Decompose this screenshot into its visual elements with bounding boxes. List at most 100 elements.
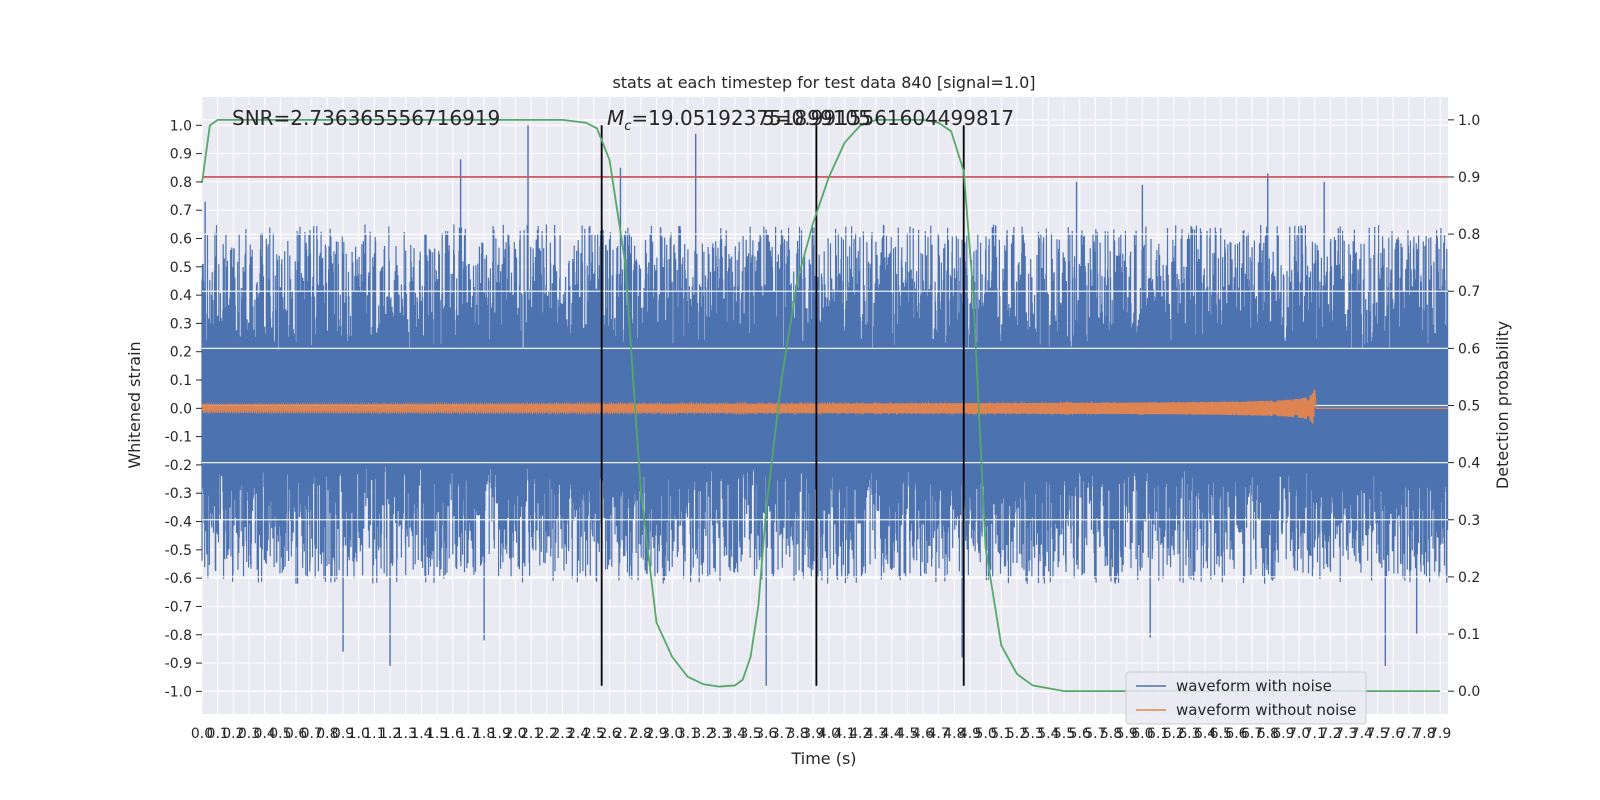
clean-waveform-line — [201, 389, 1448, 424]
x-tick-label: 1.4 — [410, 726, 432, 742]
x-tick-label: 4.9 — [959, 726, 981, 742]
y2-tick-label: 0.7 — [1458, 284, 1480, 300]
y-tick-label: 0.3 — [170, 316, 192, 332]
x-tick-label: 6.5 — [1210, 726, 1232, 742]
y-tick-label: 0.2 — [170, 345, 192, 361]
x-tick-label: 0.0 — [191, 726, 213, 742]
y-tick-label: -0.8 — [165, 628, 192, 644]
y-tick-label: -1.0 — [165, 684, 192, 700]
y-tick-label: 1.0 — [170, 118, 192, 134]
x-tick-label: 2.0 — [504, 726, 526, 742]
x-tick-label: 7.2 — [1319, 726, 1341, 742]
y2-tick-label: 0.0 — [1458, 684, 1480, 700]
x-tick-label: 5.3 — [1022, 726, 1044, 742]
y-tick-label: 0.5 — [170, 260, 192, 276]
x-tick-label: 7.6 — [1382, 726, 1404, 742]
x-tick-label: 6.2 — [1163, 726, 1185, 742]
x-tick-label: 1.1 — [363, 726, 385, 742]
x-tick-label: 6.9 — [1272, 726, 1294, 742]
y-tick-label: 0.1 — [170, 373, 192, 389]
legend: waveform with noise waveform without noi… — [1125, 671, 1367, 725]
y-tick-label: -0.5 — [165, 543, 192, 559]
detection-probability-series — [201, 118, 1441, 693]
x-axis-label: Time (s) — [790, 749, 856, 768]
x-tick-label: 0.4 — [254, 726, 276, 742]
x-tick-label: 2.7 — [614, 726, 636, 742]
y2-tick-labels: 0.0 0.1 0.2 0.3 0.4 0.5 0.6 0.7 0.8 0.9 1.0 — [1448, 113, 1480, 700]
mc-value: =19.051923751899105 — [631, 106, 870, 130]
x-tick-label: 2.8 — [630, 726, 652, 742]
x-tick-label: 7.1 — [1304, 726, 1326, 742]
y-tick-label: -0.6 — [165, 571, 192, 587]
x-tick-label: 3.5 — [739, 726, 761, 742]
y2-tick-label: 0.2 — [1458, 570, 1480, 586]
x-tick-label: 5.7 — [1084, 726, 1106, 742]
x-tick-label: 4.7 — [927, 726, 949, 742]
x-tick-label: 6.1 — [1147, 726, 1169, 742]
y-tick-label: 0.7 — [170, 203, 192, 219]
clean-waveform-series — [201, 389, 1448, 424]
y-tick-labels: -1.0 -0.9 -0.8 -0.7 -0.6 -0.5 -0.4 -0.3 -0.2 -0.1… — [165, 118, 202, 700]
x-tick-label: 6.8 — [1257, 726, 1279, 742]
x-tick-label: 5.0 — [975, 726, 997, 742]
x-tick-label: 4.3 — [865, 726, 887, 742]
x-tick-label: 5.6 — [1069, 726, 1091, 742]
y2-tick-label: 0.8 — [1458, 227, 1480, 243]
x-tick-label: 3.0 — [661, 726, 683, 742]
x-tick-label: 1.7 — [457, 726, 479, 742]
x-tick-label: 3.3 — [708, 726, 730, 742]
x-tick-label: 5.8 — [1100, 726, 1122, 742]
x-tick-label: 1.0 — [348, 726, 370, 742]
x-tick-label: 6.6 — [1225, 726, 1247, 742]
snr-annotation: SNR=2.736365556716919 — [232, 106, 500, 130]
y-axis-label: Whitened strain — [125, 341, 144, 468]
x-tick-label: 3.2 — [692, 726, 714, 742]
x-tick-label: 3.7 — [771, 726, 793, 742]
legend-noise-label: waveform with noise — [1176, 677, 1332, 695]
x-tick-label: 1.2 — [379, 726, 401, 742]
x-tick-label: 2.6 — [598, 726, 620, 742]
x-tick-label: 5.9 — [1116, 726, 1138, 742]
x-tick-label: 6.3 — [1178, 726, 1200, 742]
x-tick-label: 4.6 — [912, 726, 934, 742]
x-tick-label: 0.5 — [269, 726, 291, 742]
detection-probability-line — [201, 118, 1441, 693]
y2-tick-label: 0.5 — [1458, 399, 1480, 415]
x-tick-label: 6.7 — [1241, 726, 1263, 742]
y-tick-label: 0.0 — [170, 401, 192, 417]
x-tick-label: 0.8 — [316, 726, 338, 742]
x-tick-label: 2.5 — [583, 726, 605, 742]
y2-tick-label: 0.9 — [1458, 170, 1480, 186]
y-tick-label: 0.8 — [170, 175, 192, 191]
chart-title: stats at each timestep for test data 840… — [612, 73, 1035, 92]
x-tick-label: 3.6 — [755, 726, 777, 742]
legend-clean-label: waveform without noise — [1176, 701, 1356, 719]
x-tick-label: 3.4 — [724, 726, 746, 742]
x-tick-label: 5.2 — [1006, 726, 1028, 742]
x-tick-label: 7.9 — [1429, 726, 1451, 742]
x-tick-label: 1.6 — [442, 726, 464, 742]
y2-tick-label: 0.4 — [1458, 456, 1480, 472]
y-tick-label: -0.9 — [165, 656, 192, 672]
x-tick-label: 3.1 — [677, 726, 699, 742]
x-tick-label: 7.7 — [1398, 726, 1420, 742]
x-tick-label: 5.4 — [1037, 726, 1059, 742]
x-tick-label: 7.8 — [1413, 726, 1435, 742]
y2-axis-label: Detection probability — [1493, 321, 1512, 489]
x-tick-labels: 0.00.10.20.30.40.50.60.70.80.91.01.11.21… — [191, 726, 1451, 742]
x-tick-label: 3.8 — [786, 726, 808, 742]
x-tick-label: 2.4 — [567, 726, 589, 742]
x-tick-label: 5.1 — [990, 726, 1012, 742]
y-tick-label: -0.4 — [165, 515, 192, 531]
mc-symbol: M — [607, 106, 624, 130]
x-tick-label: 7.4 — [1351, 726, 1373, 742]
x-tick-label: 7.3 — [1335, 726, 1357, 742]
mc-annotation: Mc=19.051923751899105 — [607, 106, 871, 134]
x-tick-label: 6.4 — [1194, 726, 1216, 742]
legend-box — [1125, 671, 1367, 725]
x-tick-label: 0.9 — [332, 726, 354, 742]
x-tick-label: 4.5 — [896, 726, 918, 742]
y-tick-label: 0.6 — [170, 232, 192, 248]
y-tick-label: -0.3 — [165, 486, 192, 502]
